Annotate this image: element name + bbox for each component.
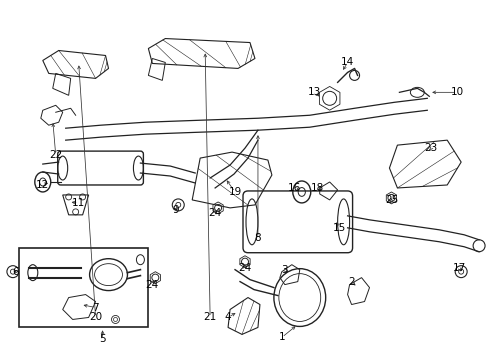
Text: 15: 15 [333,223,346,233]
Text: 17: 17 [453,263,466,273]
Text: 25: 25 [385,195,398,205]
Text: 20: 20 [89,312,102,323]
Bar [19,248,148,328]
Text: 8: 8 [255,233,261,243]
Text: 23: 23 [425,143,438,153]
Text: 13: 13 [308,87,321,97]
Text: 11: 11 [72,198,85,208]
Text: 10: 10 [451,87,464,97]
Text: 24: 24 [208,208,222,218]
Text: 6: 6 [13,267,19,276]
Text: 3: 3 [282,265,288,275]
Text: 1: 1 [278,332,285,342]
Text: 14: 14 [341,58,354,67]
Text: 24: 24 [238,263,252,273]
Text: 5: 5 [99,334,106,345]
Text: 2: 2 [348,276,355,287]
Text: 4: 4 [225,312,231,323]
Text: 7: 7 [92,302,99,312]
Text: 18: 18 [311,183,324,193]
Text: 22: 22 [49,150,62,160]
Text: 12: 12 [36,180,49,190]
Text: 24: 24 [146,280,159,289]
Text: 21: 21 [203,312,217,323]
Text: 16: 16 [288,183,301,193]
Text: 9: 9 [172,205,178,215]
Text: 19: 19 [228,187,242,197]
